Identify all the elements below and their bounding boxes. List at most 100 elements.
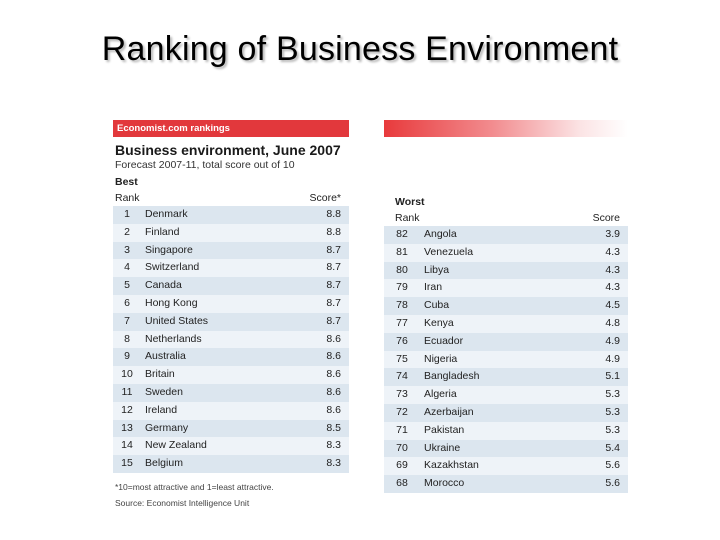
country-cell: Iran <box>424 281 443 294</box>
country-cell: Belgium <box>145 457 183 470</box>
footnote-scale: *10=most attractive and 1=least attracti… <box>115 481 274 492</box>
country-cell: Azerbaijan <box>424 405 474 418</box>
score-cell: 4.9 <box>605 352 620 365</box>
table-row: 68 Morocco 5.6 <box>384 475 628 493</box>
rank-cell: 71 <box>396 423 408 436</box>
rank-cell: 7 <box>124 314 130 327</box>
rank-cell: 69 <box>396 459 408 472</box>
score-cell: 4.9 <box>605 334 620 347</box>
chart-title: Business environment, June 2007 <box>115 142 341 158</box>
table-row: 77 Kenya 4.8 <box>384 314 628 333</box>
score-cell: 5.3 <box>605 405 620 418</box>
rank-cell: 9 <box>124 350 130 363</box>
country-cell: Ukraine <box>424 441 461 454</box>
rank-cell: 11 <box>121 385 133 398</box>
country-cell: Canada <box>145 279 182 292</box>
score-header: Score* <box>309 192 341 204</box>
score-cell: 8.3 <box>326 439 341 452</box>
rank-cell: 68 <box>396 477 408 490</box>
best-column-header: Rank Score* <box>113 190 349 206</box>
score-cell: 8.7 <box>326 314 341 327</box>
rank-cell: 82 <box>396 228 408 240</box>
country-cell: Britain <box>145 368 175 381</box>
country-cell: Netherlands <box>145 332 202 345</box>
table-row: 74 Bangladesh 5.1 <box>384 368 628 387</box>
rank-cell: 15 <box>121 457 133 470</box>
table-row: 7 United States 8.7 <box>113 312 349 331</box>
table-row: 69 Kazakhstan 5.6 <box>384 457 628 476</box>
rank-cell: 77 <box>396 316 408 329</box>
score-cell: 5.6 <box>605 459 620 472</box>
country-cell: Algeria <box>424 388 457 401</box>
table-row: 70 Ukraine 5.4 <box>384 439 628 458</box>
rank-cell: 13 <box>121 421 133 434</box>
rank-cell: 76 <box>396 334 408 347</box>
score-cell: 5.3 <box>605 423 620 436</box>
score-header: Score <box>592 212 620 224</box>
table-row: 79 Iran 4.3 <box>384 279 628 298</box>
country-cell: Singapore <box>145 243 193 256</box>
rank-cell: 6 <box>124 296 130 309</box>
rank-cell: 3 <box>124 243 130 256</box>
score-cell: 8.8 <box>326 225 341 238</box>
score-cell: 8.7 <box>326 279 341 292</box>
country-cell: Hong Kong <box>145 296 198 309</box>
rank-header: Rank <box>115 192 140 204</box>
table-row: 8 Netherlands 8.6 <box>113 330 349 349</box>
table-row: 76 Ecuador 4.9 <box>384 332 628 351</box>
score-cell: 4.3 <box>605 281 620 294</box>
rank-cell: 1 <box>124 208 130 220</box>
country-cell: Finland <box>145 225 180 238</box>
footnote-source: Source: Economist Intelligence Unit <box>115 497 250 508</box>
worst-column-header: Rank Score <box>384 210 628 226</box>
country-cell: Kazakhstan <box>424 459 479 472</box>
best-table: 1 Denmark 8.8 2 Finland 8.8 3 Singapore 8.7 4 Swit… <box>113 206 349 473</box>
table-row: 2 Finland 8.8 <box>113 223 349 242</box>
table-row: 81 Venezuela 4.3 <box>384 243 628 262</box>
rank-cell: 5 <box>124 279 130 292</box>
country-cell: Kenya <box>424 316 454 329</box>
country-cell: Bangladesh <box>424 370 480 383</box>
table-row: 75 Nigeria 4.9 <box>384 350 628 369</box>
score-cell: 8.6 <box>326 332 341 345</box>
rank-cell: 72 <box>396 405 408 418</box>
score-cell: 4.5 <box>605 299 620 312</box>
table-row: 82 Angola 3.9 <box>384 226 628 244</box>
country-cell: Switzerland <box>145 261 200 274</box>
rank-cell: 78 <box>396 299 408 312</box>
table-row: 3 Singapore 8.7 <box>113 241 349 260</box>
rank-cell: 81 <box>396 245 408 258</box>
score-cell: 5.3 <box>605 388 620 401</box>
footnote: *10=most attractive and 1=least attracti… <box>113 479 349 511</box>
table-row: 73 Algeria 5.3 <box>384 386 628 404</box>
table-row: 13 Germany 8.5 <box>113 419 349 438</box>
score-cell: 8.7 <box>326 243 341 256</box>
score-cell: 8.6 <box>326 385 341 398</box>
country-cell: Germany <box>145 421 189 434</box>
rank-cell: 79 <box>396 281 408 294</box>
best-panel: Economist.com rankings Business environm… <box>113 120 349 511</box>
table-row: 5 Canada 8.7 <box>113 277 349 295</box>
country-cell: Libya <box>424 263 450 276</box>
score-cell: 8.7 <box>326 261 341 274</box>
country-cell: Ireland <box>145 403 178 416</box>
country-cell: Sweden <box>145 385 183 398</box>
table-row: 12 Ireland 8.6 <box>113 401 349 420</box>
score-cell: 8.6 <box>326 350 341 363</box>
rank-cell: 80 <box>396 263 408 276</box>
table-row: 11 Sweden 8.6 <box>113 383 349 402</box>
score-cell: 8.6 <box>326 368 341 381</box>
rank-cell: 8 <box>124 332 130 345</box>
score-cell: 8.3 <box>326 457 341 470</box>
rank-cell: 2 <box>124 225 130 238</box>
worst-panel: Worst Rank Score 82 Angola 3.9 81 Venezuela 4… <box>384 120 628 493</box>
score-cell: 4.3 <box>605 245 620 258</box>
country-cell: New Zealand <box>145 439 207 452</box>
source-header: Economist.com rankings <box>113 120 349 137</box>
rank-cell: 70 <box>396 441 408 454</box>
rank-cell: 75 <box>396 352 408 365</box>
table-row: 80 Libya 4.3 <box>384 261 628 280</box>
table-row: 1 Denmark 8.8 <box>113 206 349 224</box>
worst-table: 82 Angola 3.9 81 Venezuela 4.3 80 Libya 4.3 79 Ira… <box>384 226 628 493</box>
score-cell: 3.9 <box>605 228 620 240</box>
